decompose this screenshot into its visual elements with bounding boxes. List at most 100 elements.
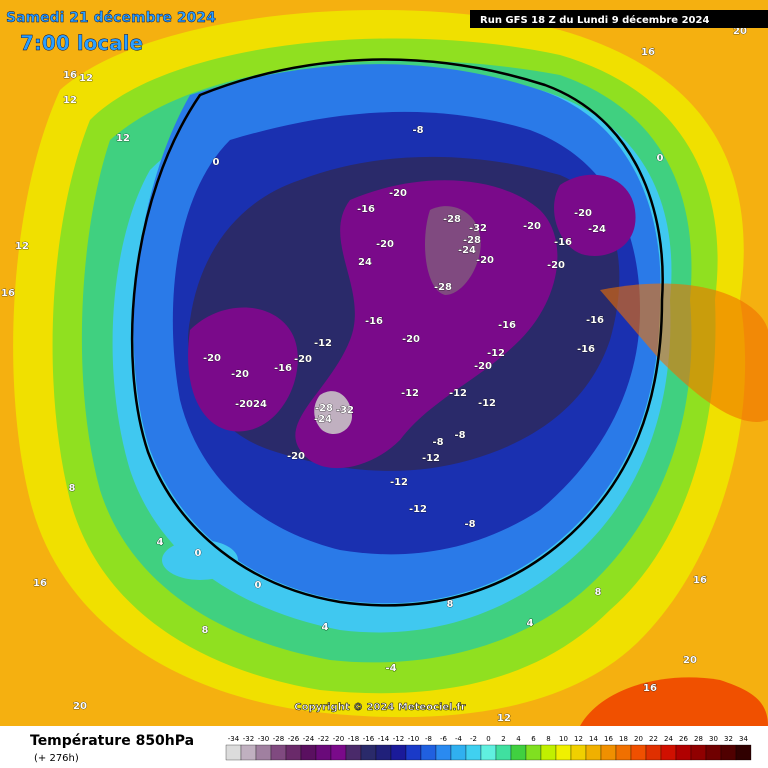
temperature-field bbox=[0, 0, 768, 726]
scale-swatch bbox=[675, 744, 692, 761]
contour-label: -8 bbox=[454, 430, 465, 441]
scale-label: 4 bbox=[516, 735, 521, 743]
scale-swatch bbox=[345, 744, 362, 761]
contour-label: -12 bbox=[449, 388, 467, 399]
contour-label: -20 bbox=[474, 361, 492, 372]
scale-label: 14 bbox=[589, 735, 598, 743]
scale-label: -20 bbox=[333, 735, 344, 743]
contour-label: -12 bbox=[401, 388, 419, 399]
scale-swatch bbox=[585, 744, 602, 761]
contour-label: -20 bbox=[547, 260, 565, 271]
scale-label: -8 bbox=[425, 735, 432, 743]
contour-label: -20 bbox=[574, 208, 592, 219]
scale-label: -10 bbox=[408, 735, 419, 743]
contour-label: -20 bbox=[287, 451, 305, 462]
scale-label: 28 bbox=[694, 735, 703, 743]
color-scale: -34 -32 -30 -28 -26 -24 -22 -20 -18 -16 -14 -12 -10-… bbox=[225, 735, 752, 761]
scale-swatch bbox=[375, 744, 392, 761]
scale-label: 12 bbox=[574, 735, 583, 743]
contour-label: -28 bbox=[443, 214, 461, 225]
contour-label: -32 bbox=[469, 223, 487, 234]
contour-label: -28 bbox=[434, 282, 452, 293]
contour-label: 20 bbox=[683, 655, 697, 666]
contour-label: 12 bbox=[497, 713, 511, 724]
scale-swatch bbox=[570, 744, 587, 761]
scale-label: 6 bbox=[531, 735, 536, 743]
copyright: Copyright © 2024 Meteociel.fr bbox=[294, 702, 465, 713]
scale-swatch bbox=[360, 744, 377, 761]
contour-label: -16 bbox=[554, 237, 572, 248]
contour-label: 16 bbox=[33, 578, 47, 589]
footer-subtitle: (+ 276h) bbox=[34, 753, 79, 764]
scale-swatch bbox=[555, 744, 572, 761]
contour-label: -16 bbox=[577, 344, 595, 355]
scale-label: -4 bbox=[455, 735, 463, 743]
scale-swatch bbox=[600, 744, 617, 761]
contour-label: -8 bbox=[432, 437, 443, 448]
contour-label: 0 bbox=[195, 548, 202, 559]
contour-label: 8 bbox=[69, 483, 76, 494]
contour-label: 0 bbox=[213, 157, 220, 168]
contour-label: 20 bbox=[733, 26, 747, 37]
contour-label: -12 bbox=[478, 398, 496, 409]
scale-label: 22 bbox=[649, 735, 658, 743]
contour-label: -20 bbox=[203, 353, 221, 364]
contour-label: 8 bbox=[595, 587, 602, 598]
run-info: Run GFS 18 Z du Lundi 9 décembre 2024 bbox=[480, 14, 709, 26]
scale-swatch bbox=[630, 744, 647, 761]
contour-label: -4 bbox=[385, 663, 396, 674]
scale-label: -18 bbox=[348, 735, 359, 743]
scale-swatch bbox=[510, 744, 527, 761]
scale-swatch bbox=[495, 744, 512, 761]
contour-label: -24 bbox=[314, 414, 332, 425]
contour-label: 16 bbox=[643, 683, 657, 694]
scale-label: 34 bbox=[739, 735, 748, 743]
scale-label: -24 bbox=[303, 735, 315, 743]
scale-label: -12 bbox=[393, 735, 404, 743]
scale-label: 30 bbox=[709, 735, 718, 743]
contour-label: -24 bbox=[458, 245, 476, 256]
contour-label: -16 bbox=[365, 316, 383, 327]
contour-label: 20 bbox=[73, 701, 87, 712]
contour-label: -20 bbox=[476, 255, 494, 266]
scale-swatch bbox=[705, 744, 722, 761]
scale-swatch bbox=[300, 744, 317, 761]
scale-label: -28 bbox=[273, 735, 284, 743]
contour-label: -8 bbox=[464, 519, 475, 530]
contour-label: -8 bbox=[412, 125, 423, 136]
contour-label: -20 bbox=[402, 334, 420, 345]
contour-label: -12 bbox=[314, 338, 332, 349]
scale-label: 26 bbox=[679, 735, 688, 743]
contour-label: -24 bbox=[588, 224, 606, 235]
scale-swatch bbox=[480, 744, 497, 761]
scale-label: -2 bbox=[470, 735, 477, 743]
contour-label: 0 bbox=[657, 153, 664, 164]
scale-swatch bbox=[525, 744, 542, 761]
contour-label: 12 bbox=[116, 133, 130, 144]
scale-label: -22 bbox=[318, 735, 329, 743]
contour-label: 12 bbox=[15, 241, 29, 252]
scale-swatch bbox=[735, 744, 752, 761]
contour-label: -16 bbox=[357, 204, 375, 215]
contour-label: 16 bbox=[63, 70, 77, 81]
run-box bbox=[470, 10, 768, 28]
contour-label: -28 bbox=[463, 235, 481, 246]
contour-label: 4 bbox=[157, 537, 164, 548]
contour-label: -12 bbox=[409, 504, 427, 515]
scale-label: -30 bbox=[258, 735, 269, 743]
scale-swatch bbox=[435, 744, 452, 761]
contour-label: -12 bbox=[422, 453, 440, 464]
scale-label: 24 bbox=[664, 735, 673, 743]
contour-label: 4 bbox=[322, 622, 329, 633]
contour-label: -20 bbox=[376, 239, 394, 250]
scale-label: -16 bbox=[363, 735, 375, 743]
scale-swatch bbox=[405, 744, 422, 761]
contour-label: -20 bbox=[231, 369, 249, 380]
zero-isotherm bbox=[130, 58, 664, 607]
contour-labels: -8-20-16-2024-28-32-28-24-20-28-16-20-16… bbox=[1, 26, 748, 725]
valid-time: 7:00 locale bbox=[20, 31, 143, 55]
scale-label: -26 bbox=[288, 735, 300, 743]
contour-label: -28 bbox=[315, 403, 333, 414]
scale-swatch bbox=[330, 744, 347, 761]
